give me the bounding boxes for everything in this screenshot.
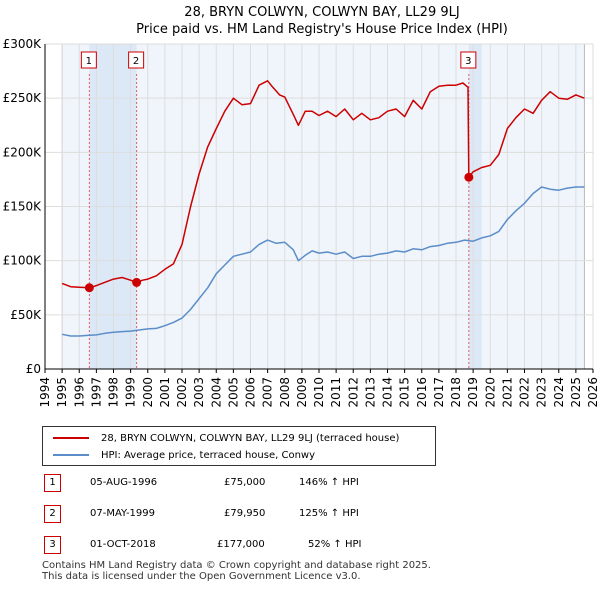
legend-swatch-property [53,437,89,439]
x-tick-label: 2023 [535,377,549,408]
chart-title: 28, BRYN COLWYN, COLWYN BAY, LL29 9LJ [184,5,459,20]
sale-row: 1 05-AUG-1996 £75,000 146% ↑ HPI [42,474,562,494]
y-tick-label: £150K [3,200,43,214]
sale-row: 3 01-OCT-2018 £177,000 52% ↑ HPI [42,536,562,556]
chart-subtitle: Price paid vs. HM Land Registry's House … [136,22,508,37]
x-tick-label: 2007 [261,377,275,408]
x-tick-label: 2022 [518,377,532,408]
footer-line-2: This data is licensed under the Open Gov… [42,571,361,582]
legend-item-hpi: HPI: Average price, terraced house, Conw… [53,446,315,464]
x-tick-label: 1994 [38,377,52,408]
x-tick-label: 2017 [432,377,446,408]
hpi-line [61,186,585,337]
y-tick-label: £300K [3,37,43,51]
x-tick-label: 2012 [346,377,360,408]
sale-number-badge: 3 [44,536,61,554]
x-tick-label: 2010 [312,377,326,408]
price-chart: 28, BRYN COLWYN, COLWYN BAY, LL29 9LJ Pr… [3,5,600,408]
x-tick-label: 2018 [449,377,463,408]
sale-hpi-change: 125% ↑ HPI [299,508,359,519]
sale-hpi-change: 146% ↑ HPI [299,477,359,488]
x-tick-label: 2000 [141,377,155,408]
x-tick-label: 2006 [244,377,258,408]
legend-item-property: 28, BRYN COLWYN, COLWYN BAY, LL29 9LJ (t… [53,429,399,447]
sale-label: 3 [465,56,471,67]
x-tick-label: 2013 [363,377,377,408]
x-tick-label: 2004 [209,377,223,408]
sale-date: 05-AUG-1996 [90,477,158,488]
x-tick-label: 2020 [483,377,497,408]
x-tick-label: 1997 [89,377,103,408]
legend-swatch-hpi [53,454,89,456]
footer-attribution: Contains HM Land Registry data © Crown c… [42,560,431,582]
sale-point [464,172,474,182]
sale-price: £75,000 [224,477,266,488]
x-tick-label: 2011 [329,377,343,408]
sale-hpi-change: 52% ↑ HPI [308,539,362,550]
sale-date: 07-MAY-1999 [90,508,156,519]
x-tick-label: 2025 [569,377,583,408]
y-tick-label: £200K [3,145,43,159]
x-tick-label: 1996 [72,377,86,408]
y-tick-label: £0 [26,362,41,376]
sale-row: 2 07-MAY-1999 £79,950 125% ↑ HPI [42,505,562,525]
x-tick-label: 2015 [398,377,412,408]
x-tick-label: 2002 [175,377,189,408]
x-tick-label: 2019 [466,377,480,408]
sale-number-badge: 2 [44,505,61,523]
x-tick-label: 2003 [192,377,206,408]
sale-date: 01-OCT-2018 [90,539,156,550]
sale-price: £79,950 [224,508,266,519]
x-tick-label: 2026 [586,377,600,408]
x-tick-label: 2024 [552,377,566,408]
x-tick-label: 2021 [500,377,514,408]
sale-number-badge: 1 [44,474,61,492]
legend-label-property: 28, BRYN COLWYN, COLWYN BAY, LL29 9LJ (t… [101,432,400,444]
x-tick-label: 1995 [55,377,69,408]
x-tick-label: 1998 [107,377,121,408]
y-tick-label: £250K [3,91,43,105]
sale-label: 2 [133,56,139,67]
sale-label-box [80,51,97,69]
sale-point [84,283,94,293]
x-tick-label: 2016 [415,377,429,408]
property-price-line [61,80,585,289]
x-tick-label: 2009 [295,377,309,408]
sale-label-box [460,51,477,69]
x-tick-label: 2008 [278,377,292,408]
sale-label: 1 [86,56,92,67]
x-tick-label: 2001 [158,377,172,408]
x-tick-label: 2014 [381,377,395,408]
footer-line-1: Contains HM Land Registry data © Crown c… [42,560,431,571]
sale-price: £177,000 [217,539,265,550]
x-tick-label: 1999 [124,377,138,408]
y-tick-label: £100K [3,254,43,268]
y-tick-label: £50K [10,308,42,322]
legend-label-hpi: HPI: Average price, terraced house, Conw… [101,449,316,461]
x-tick-label: 2005 [226,377,240,408]
sale-label-box [128,51,145,69]
legend: 28, BRYN COLWYN, COLWYN BAY, LL29 9LJ (t… [42,426,436,466]
sale-point [132,277,142,287]
